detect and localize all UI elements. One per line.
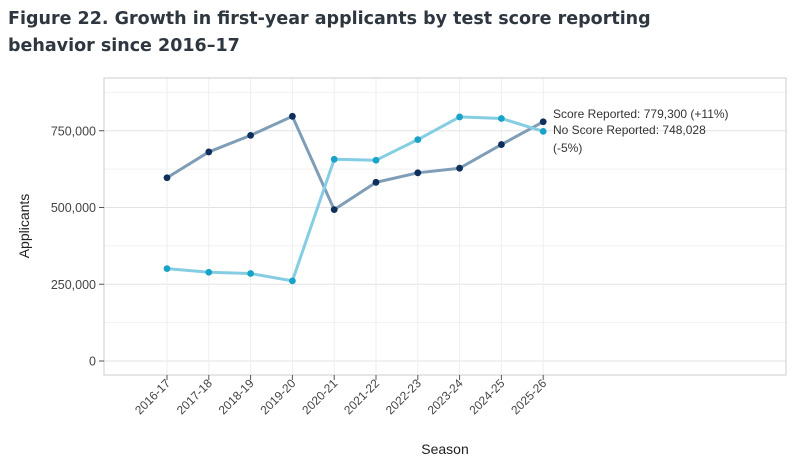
series-layer <box>163 112 547 285</box>
data-point-noscore <box>247 270 255 277</box>
series-line-noscore <box>166 115 544 283</box>
data-point-noscore <box>456 113 463 121</box>
annotation-score-reported: Score Reported: 779,300 (+11%) <box>553 107 729 121</box>
data-point-score <box>163 174 171 182</box>
data-point-noscore <box>372 156 380 164</box>
annotation-no-score-change: (-5%) <box>553 141 582 155</box>
y-tick-label: 0 <box>89 355 96 369</box>
x-axis-ticks: 2016-17 2017-18 2018-19 2019-20 2020-21 2021-… <box>132 375 550 417</box>
figure-title: Figure 22. Growth in first-year applican… <box>8 9 651 56</box>
y-axis-ticks: 0 250,000 500,000 750,000 <box>51 124 104 369</box>
data-point-score <box>456 164 463 172</box>
annotation-no-score-reported: No Score Reported: 748,028 <box>553 123 706 137</box>
x-tick-label: 2020-21 <box>299 376 340 417</box>
data-point-noscore <box>498 115 505 122</box>
data-point-score <box>247 131 255 139</box>
x-tick-label: 2022-23 <box>383 376 424 417</box>
data-point-score <box>289 112 296 120</box>
x-tick-label: 2024-25 <box>466 376 507 417</box>
data-point-score <box>372 178 380 186</box>
grid <box>104 78 786 375</box>
y-axis-label: Applicants <box>16 194 32 259</box>
x-axis-label: Season <box>421 441 468 457</box>
data-point-noscore <box>330 155 338 163</box>
data-point-noscore <box>539 127 547 135</box>
data-point-noscore <box>289 277 296 285</box>
data-point-score <box>205 148 213 156</box>
data-point-noscore <box>205 268 213 276</box>
data-point-score <box>498 141 505 148</box>
x-tick-label: 2023-24 <box>425 376 466 417</box>
data-point-noscore <box>163 265 171 272</box>
plot-frame <box>103 77 787 376</box>
data-point-score <box>414 169 422 177</box>
x-tick-label: 2017-18 <box>174 376 215 417</box>
data-point-score <box>330 206 338 214</box>
series-line-score <box>166 114 544 212</box>
y-tick-label: 750,000 <box>51 124 96 138</box>
x-tick-label: 2019-20 <box>257 376 298 417</box>
y-tick-label: 250,000 <box>51 278 96 292</box>
data-point-noscore <box>414 136 422 144</box>
x-tick-label: 2025-26 <box>508 376 549 417</box>
data-point-score <box>539 118 547 126</box>
x-tick-label: 2021-22 <box>341 376 382 417</box>
y-tick-label: 500,000 <box>51 201 96 215</box>
x-tick-label: 2018-19 <box>216 376 257 417</box>
x-tick-label: 2016-17 <box>132 376 173 417</box>
